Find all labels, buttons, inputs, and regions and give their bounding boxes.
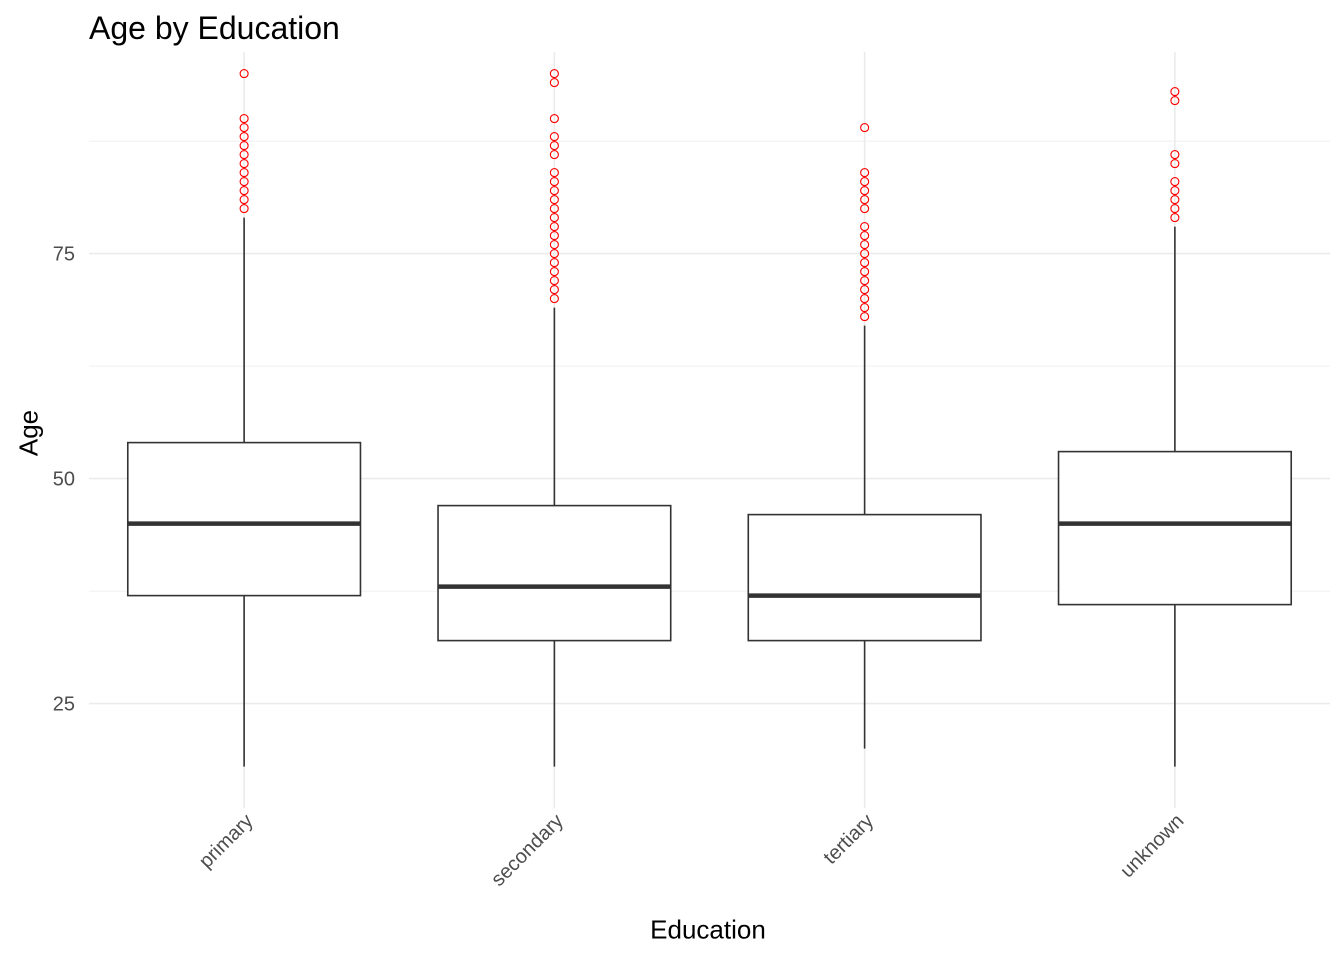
outlier-point <box>549 204 559 214</box>
outlier-point <box>860 249 870 259</box>
outlier-point <box>860 222 870 232</box>
outlier-point <box>1170 177 1180 187</box>
outlier-point <box>860 303 870 313</box>
outlier-point <box>860 240 870 250</box>
iqr-box <box>1057 450 1293 606</box>
outlier-point <box>549 276 559 286</box>
iqr-box <box>126 441 362 597</box>
outlier-point <box>239 123 249 133</box>
outlier-point <box>549 258 559 268</box>
outlier-point <box>860 294 870 304</box>
x-tick-label: primary <box>195 810 258 873</box>
outlier-point <box>860 123 870 133</box>
outlier-point <box>860 204 870 214</box>
outlier-point <box>549 141 559 151</box>
outlier-point <box>239 177 249 187</box>
outlier-point <box>239 186 249 196</box>
outlier-point <box>239 159 249 169</box>
box-unknown <box>1057 87 1293 767</box>
outlier-point <box>860 267 870 277</box>
outlier-point <box>549 285 559 295</box>
outlier-point <box>549 231 559 241</box>
outlier-point <box>549 114 559 124</box>
outlier-point <box>549 294 559 304</box>
outlier-point <box>239 132 249 142</box>
outlier-point <box>860 168 870 178</box>
outlier-point <box>549 168 559 178</box>
box-tertiary <box>747 123 982 749</box>
x-tick-label: tertiary <box>819 810 878 869</box>
grid-lines <box>89 52 1330 808</box>
box-primary <box>126 69 362 767</box>
outlier-point <box>549 249 559 259</box>
outlier-point <box>549 132 559 142</box>
outlier-point <box>239 204 249 214</box>
iqr-box <box>437 504 672 642</box>
box-layer <box>126 69 1293 767</box>
chart-title: Age by Education <box>89 10 340 46</box>
outlier-point <box>549 186 559 196</box>
outlier-point <box>239 141 249 151</box>
outlier-point <box>549 177 559 187</box>
y-tick-label: 75 <box>53 244 75 266</box>
y-tick-label: 50 <box>53 469 75 491</box>
outlier-point <box>860 285 870 295</box>
outlier-point <box>1170 186 1180 196</box>
outlier-point <box>860 276 870 286</box>
outlier-point <box>1170 87 1180 97</box>
outlier-point <box>1170 150 1180 160</box>
outlier-point <box>239 150 249 160</box>
outlier-point <box>549 213 559 223</box>
outlier-point <box>1170 159 1180 169</box>
outlier-point <box>1170 96 1180 106</box>
outlier-point <box>239 114 249 124</box>
y-tick-label: 25 <box>53 694 75 716</box>
outlier-point <box>549 267 559 277</box>
box-secondary <box>437 69 672 767</box>
outlier-point <box>860 195 870 205</box>
outlier-point <box>549 195 559 205</box>
iqr-box <box>747 513 982 642</box>
outlier-point <box>239 195 249 205</box>
outlier-point <box>1170 204 1180 214</box>
outlier-point <box>549 78 559 88</box>
outlier-point <box>549 150 559 160</box>
x-tick-label: unknown <box>1116 810 1188 882</box>
outlier-point <box>860 186 870 196</box>
outlier-point <box>239 168 249 178</box>
outlier-point <box>860 312 870 322</box>
x-tick-label: secondary <box>487 810 568 891</box>
outlier-point <box>1170 213 1180 223</box>
outlier-point <box>860 231 870 241</box>
outlier-point <box>549 240 559 250</box>
outlier-point <box>549 69 559 79</box>
outlier-point <box>860 177 870 187</box>
outlier-point <box>860 258 870 268</box>
outlier-point <box>1170 195 1180 205</box>
outlier-point <box>549 222 559 232</box>
x-axis-title: Education <box>650 914 766 945</box>
outlier-point <box>239 69 249 79</box>
